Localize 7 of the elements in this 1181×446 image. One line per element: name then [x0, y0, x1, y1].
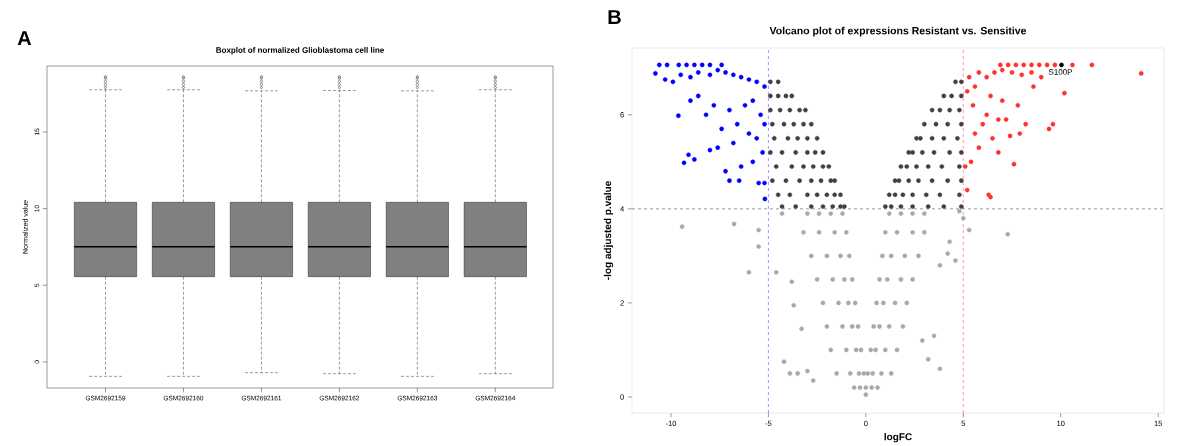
- x-axis-title: logFC: [884, 432, 912, 443]
- annotation: S100P: [1048, 69, 1073, 75]
- text: B: [608, 10, 621, 24]
- y-axis-title: -log adjusted p.value: [603, 181, 614, 280]
- text: A: [17, 31, 32, 45]
- chart-title: Boxplot of normalized Glioblastoma cell line: [216, 47, 384, 55]
- chart-title: Volcano plot of expressions Resistant vs. Sensitive: [769, 26, 1027, 37]
